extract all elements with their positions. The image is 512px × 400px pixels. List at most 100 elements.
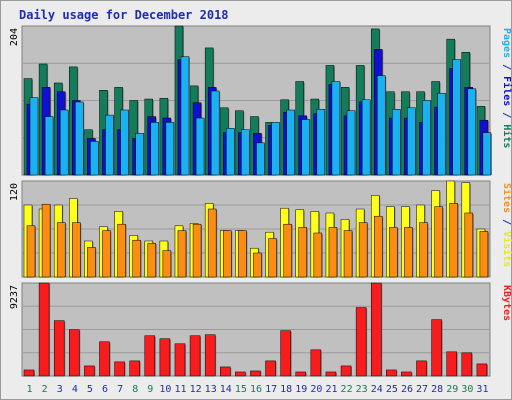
- x-tick-day-26: 26: [401, 384, 413, 395]
- bar-pages-day-18: [286, 109, 295, 176]
- bar-kbytes-day-25: [386, 369, 397, 377]
- bar-sites-day-14: [223, 230, 232, 278]
- bar-pages-day-24: [376, 75, 386, 176]
- bar-kbytes-day-7: [114, 361, 125, 377]
- bar-kbytes-day-26: [401, 371, 412, 377]
- bar-sites-day-5: [87, 247, 96, 278]
- bar-kbytes-day-11: [174, 343, 186, 377]
- bar-sites-day-12: [192, 223, 202, 278]
- bar-sites-day-31: [479, 231, 489, 278]
- x-tick-day-16: 16: [250, 384, 262, 395]
- chart-title: Daily usage for December 2018: [19, 8, 229, 22]
- bar-pages-day-25: [392, 109, 401, 176]
- x-tick-day-25: 25: [386, 384, 398, 395]
- bar-kbytes-day-22: [340, 365, 352, 377]
- x-tick-day-30: 30: [461, 384, 473, 395]
- bar-kbytes-day-20: [310, 349, 322, 377]
- bar-sites-day-3: [56, 222, 66, 278]
- x-tick-day-11: 11: [174, 384, 186, 395]
- bar-kbytes-day-9: [144, 335, 156, 377]
- x-tick-day-12: 12: [190, 384, 202, 395]
- x-tick-day-14: 14: [220, 384, 232, 395]
- x-tick-day-20: 20: [310, 384, 322, 395]
- bar-kbytes-day-5: [84, 365, 95, 377]
- bar-pages-day-3: [59, 109, 69, 176]
- bar-sites-day-23: [358, 222, 368, 278]
- bar-pages-day-2: [44, 116, 54, 176]
- bar-sites-day-11: [177, 230, 187, 278]
- bar-pages-day-21: [331, 81, 341, 176]
- panel-sites-visits: 120 Sites / Visits: [9, 180, 512, 278]
- x-tick-day-1: 1: [27, 384, 33, 395]
- bar-sites-day-21: [328, 227, 338, 278]
- bar-sites-day-13: [207, 208, 217, 278]
- bar-sites-day-25: [389, 227, 398, 278]
- x-tick-day-24: 24: [371, 384, 383, 395]
- x-tick-day-19: 19: [295, 384, 307, 395]
- bar-sites-day-10: [162, 250, 172, 278]
- bar-sites-day-9: [147, 243, 157, 278]
- x-tick-day-2: 2: [42, 384, 48, 395]
- bar-kbytes-day-24: [370, 282, 382, 377]
- bar-kbytes-day-14: [220, 366, 231, 377]
- x-tick-day-22: 22: [341, 384, 353, 395]
- bar-sites-day-22: [343, 230, 353, 278]
- bar-sites-day-19: [298, 227, 307, 278]
- side-label-part: Files: [501, 76, 512, 106]
- bar-kbytes-day-29: [446, 351, 457, 377]
- bar-sites-day-2: [41, 203, 51, 278]
- axis-max-label: 204: [9, 28, 20, 46]
- axis-max-label: 120: [9, 183, 20, 201]
- x-tick-day-15: 15: [235, 384, 247, 395]
- bar-kbytes-day-8: [129, 360, 140, 377]
- bar-kbytes-day-28: [431, 319, 442, 377]
- side-label-part: /: [501, 213, 512, 231]
- bar-sites-day-28: [434, 206, 443, 278]
- side-label-sites-visits: Sites / Visits: [501, 183, 512, 267]
- bar-kbytes-day-17: [265, 360, 276, 377]
- x-tick-day-9: 9: [147, 384, 153, 395]
- bar-pages-day-26: [407, 107, 416, 176]
- x-tick-day-7: 7: [117, 384, 123, 395]
- bar-pages-day-22: [346, 110, 356, 176]
- x-tick-day-6: 6: [102, 384, 108, 395]
- x-tick-day-18: 18: [280, 384, 292, 395]
- bar-pages-day-13: [210, 90, 220, 176]
- bar-pages-day-27: [422, 100, 431, 176]
- bar-sites-day-6: [102, 230, 111, 278]
- bar-sites-day-29: [449, 203, 458, 278]
- side-label-part: Sites: [501, 183, 512, 213]
- bar-sites-day-1: [26, 225, 36, 278]
- bar-kbytes-day-31: [476, 363, 488, 377]
- bar-pages-day-8: [135, 133, 144, 176]
- bar-pages-day-5: [90, 141, 99, 176]
- bar-pages-day-31: [482, 132, 492, 176]
- bar-pages-day-10: [165, 122, 175, 176]
- side-label-part: KBytes: [501, 285, 512, 321]
- panel-pages-files-hits: 204 Pages / Files / Hits: [9, 25, 512, 176]
- bar-kbytes-day-15: [235, 371, 246, 377]
- x-tick-day-17: 17: [265, 384, 277, 395]
- bar-kbytes-day-27: [416, 360, 427, 377]
- bar-sites-day-24: [373, 215, 383, 278]
- x-tick-day-31: 31: [476, 384, 488, 395]
- bar-sites-day-17: [268, 238, 277, 278]
- bar-pages-day-11: [180, 56, 190, 176]
- bar-pages-day-29: [452, 59, 461, 176]
- bar-pages-day-1: [29, 97, 39, 176]
- bar-kbytes-day-6: [99, 341, 110, 377]
- bar-pages-day-6: [105, 114, 114, 176]
- x-tick-day-29: 29: [446, 384, 458, 395]
- bar-kbytes-day-19: [295, 371, 306, 377]
- bar-sites-day-7: [117, 223, 126, 278]
- axis-max-label: 9237: [9, 285, 20, 309]
- bar-kbytes-day-2: [38, 282, 50, 377]
- x-tick-day-5: 5: [87, 384, 93, 395]
- bar-sites-day-18: [283, 223, 292, 278]
- side-label-part: /: [501, 106, 512, 124]
- bar-sites-day-15: [238, 230, 247, 278]
- x-tick-day-10: 10: [159, 384, 171, 395]
- bar-pages-day-15: [241, 129, 250, 176]
- bar-kbytes-day-12: [189, 335, 201, 377]
- bar-kbytes-day-10: [159, 338, 171, 377]
